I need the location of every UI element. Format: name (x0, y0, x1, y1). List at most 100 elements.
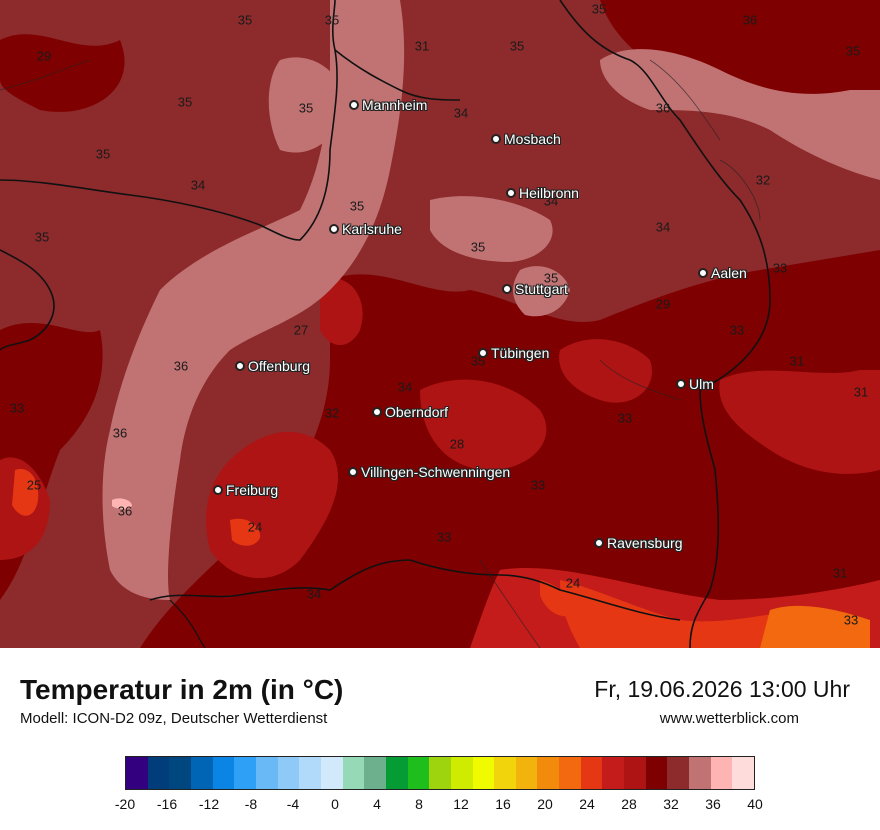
temp-label: 32 (755, 172, 771, 188)
color-legend (125, 756, 755, 790)
city-stuttgart[interactable]: Stuttgart (502, 281, 568, 297)
legend-color-swatch (494, 757, 516, 789)
temp-label: 29 (655, 296, 671, 312)
city-aalen[interactable]: Aalen (698, 265, 747, 281)
city-marker-icon (235, 361, 245, 371)
city-marker-icon (698, 268, 708, 278)
temp-label: 35 (591, 1, 607, 17)
forecast-datetime: Fr, 19.06.2026 13:00 Uhr (594, 676, 850, 702)
city-name: Freiburg (226, 482, 279, 498)
legend-color-swatch (190, 757, 213, 789)
legend-color-swatch (710, 757, 733, 789)
temp-label: 33 (530, 477, 546, 493)
field-warm-1 (560, 580, 800, 648)
legend-tick-label: -20 (114, 796, 136, 812)
city-name: Villingen-Schwenningen (361, 464, 511, 480)
temp-label: 35 (95, 146, 111, 162)
temp-label: 32 (324, 405, 340, 421)
model-subtitle: Modell: ICON-D2 09z, Deutscher Wetterdie… (20, 710, 328, 727)
field-hot-6 (320, 278, 363, 345)
website-link[interactable]: www.wetterblick.com (659, 710, 799, 727)
city-ravensburg[interactable]: Ravensburg (594, 535, 683, 551)
temp-label: 33 (729, 322, 745, 338)
legend-color-swatch (407, 757, 430, 789)
temp-label: 34 (655, 219, 671, 235)
city-freiburg[interactable]: Freiburg (213, 482, 278, 498)
temp-label: 34 (397, 379, 413, 395)
city-marker-icon (502, 284, 512, 294)
city-name: Stuttgart (515, 281, 568, 297)
legend-color-swatch (624, 757, 646, 789)
map-title: Temperatur in 2m (in °C) (20, 674, 344, 705)
temperature-map[interactable]: 35 35 35 36 35 29 31 35 35 35 34 36 35 3… (0, 0, 880, 648)
temperature-field (0, 0, 880, 648)
legend-tick-label: -16 (156, 796, 178, 812)
legend-tick-label: -12 (198, 796, 220, 812)
temp-label: 35 (177, 94, 193, 110)
legend-color-swatch (732, 757, 755, 789)
city-mannheim[interactable]: Mannheim (349, 97, 427, 113)
temp-label: 34 (453, 105, 469, 121)
field-warm-4 (230, 518, 261, 546)
field-pink-stgt (513, 266, 570, 317)
city-marker-icon (491, 134, 501, 144)
legend-color-swatch (299, 757, 321, 789)
field-warm-2 (760, 605, 870, 648)
city-name: Karlsruhe (342, 221, 402, 237)
city-name: Heilbronn (519, 185, 579, 201)
legend-tick-label: 20 (537, 796, 553, 812)
legend-color-swatch (515, 757, 538, 789)
city-mosbach[interactable]: Mosbach (491, 131, 561, 147)
city-name: Oberndorf (385, 404, 449, 420)
city-tuebingen[interactable]: Tübingen (478, 345, 549, 361)
legend-color-swatch (126, 757, 148, 789)
temp-label: 35 (324, 12, 340, 28)
city-name: Ulm (689, 376, 714, 392)
temp-label: 33 (843, 612, 859, 628)
legend-color-swatch (385, 757, 408, 789)
temp-label: 24 (247, 519, 263, 535)
temp-label: 33 (436, 529, 452, 545)
legend-color-swatch (537, 757, 560, 789)
city-offenburg[interactable]: Offenburg (235, 358, 310, 374)
legend-tick-label: 12 (453, 796, 469, 812)
city-oberndorf[interactable]: Oberndorf (372, 404, 448, 420)
city-villingen-schwenningen[interactable]: Villingen-Schwenningen (348, 464, 510, 480)
legend-tick-label: 4 (373, 796, 381, 812)
legend-tick-label: 40 (747, 796, 763, 812)
city-name: Aalen (711, 265, 747, 281)
city-marker-icon (478, 348, 488, 358)
field-pink-mid (430, 196, 553, 262)
legend-color-swatch (364, 757, 386, 789)
legend-tick-label: 36 (705, 796, 721, 812)
temp-label: 34 (306, 586, 322, 602)
city-heilbronn[interactable]: Heilbronn (506, 185, 579, 201)
legend-tick-label: 32 (663, 796, 679, 812)
temp-label: 36 (112, 425, 128, 441)
field-warm-5 (540, 580, 573, 617)
field-hot-7 (719, 370, 880, 474)
legend-tick-label: 28 (621, 796, 637, 812)
field-warm-3 (12, 469, 39, 516)
city-marker-icon (348, 467, 358, 477)
temp-label: 33 (617, 410, 633, 426)
city-karlsruhe[interactable]: Karlsruhe (329, 221, 402, 237)
temp-label: 35 (509, 38, 525, 54)
city-name: Mannheim (362, 97, 428, 113)
temp-label: 35 (349, 198, 365, 214)
city-marker-icon (676, 379, 686, 389)
temp-label: 31 (789, 353, 805, 369)
legend-color-swatch (667, 757, 690, 789)
city-marker-icon (329, 224, 339, 234)
temp-label: 36 (742, 12, 758, 28)
legend-color-swatch (277, 757, 300, 789)
temp-label: 28 (449, 436, 465, 452)
city-marker-icon (213, 485, 223, 495)
field-pink-mannheim (268, 57, 345, 153)
city-name: Ravensburg (607, 535, 683, 551)
city-ulm[interactable]: Ulm (676, 376, 714, 392)
temp-label: 25 (26, 477, 42, 493)
legend-color-swatch (429, 757, 451, 789)
city-name: Tübingen (491, 345, 550, 361)
temp-label: 27 (293, 322, 309, 338)
